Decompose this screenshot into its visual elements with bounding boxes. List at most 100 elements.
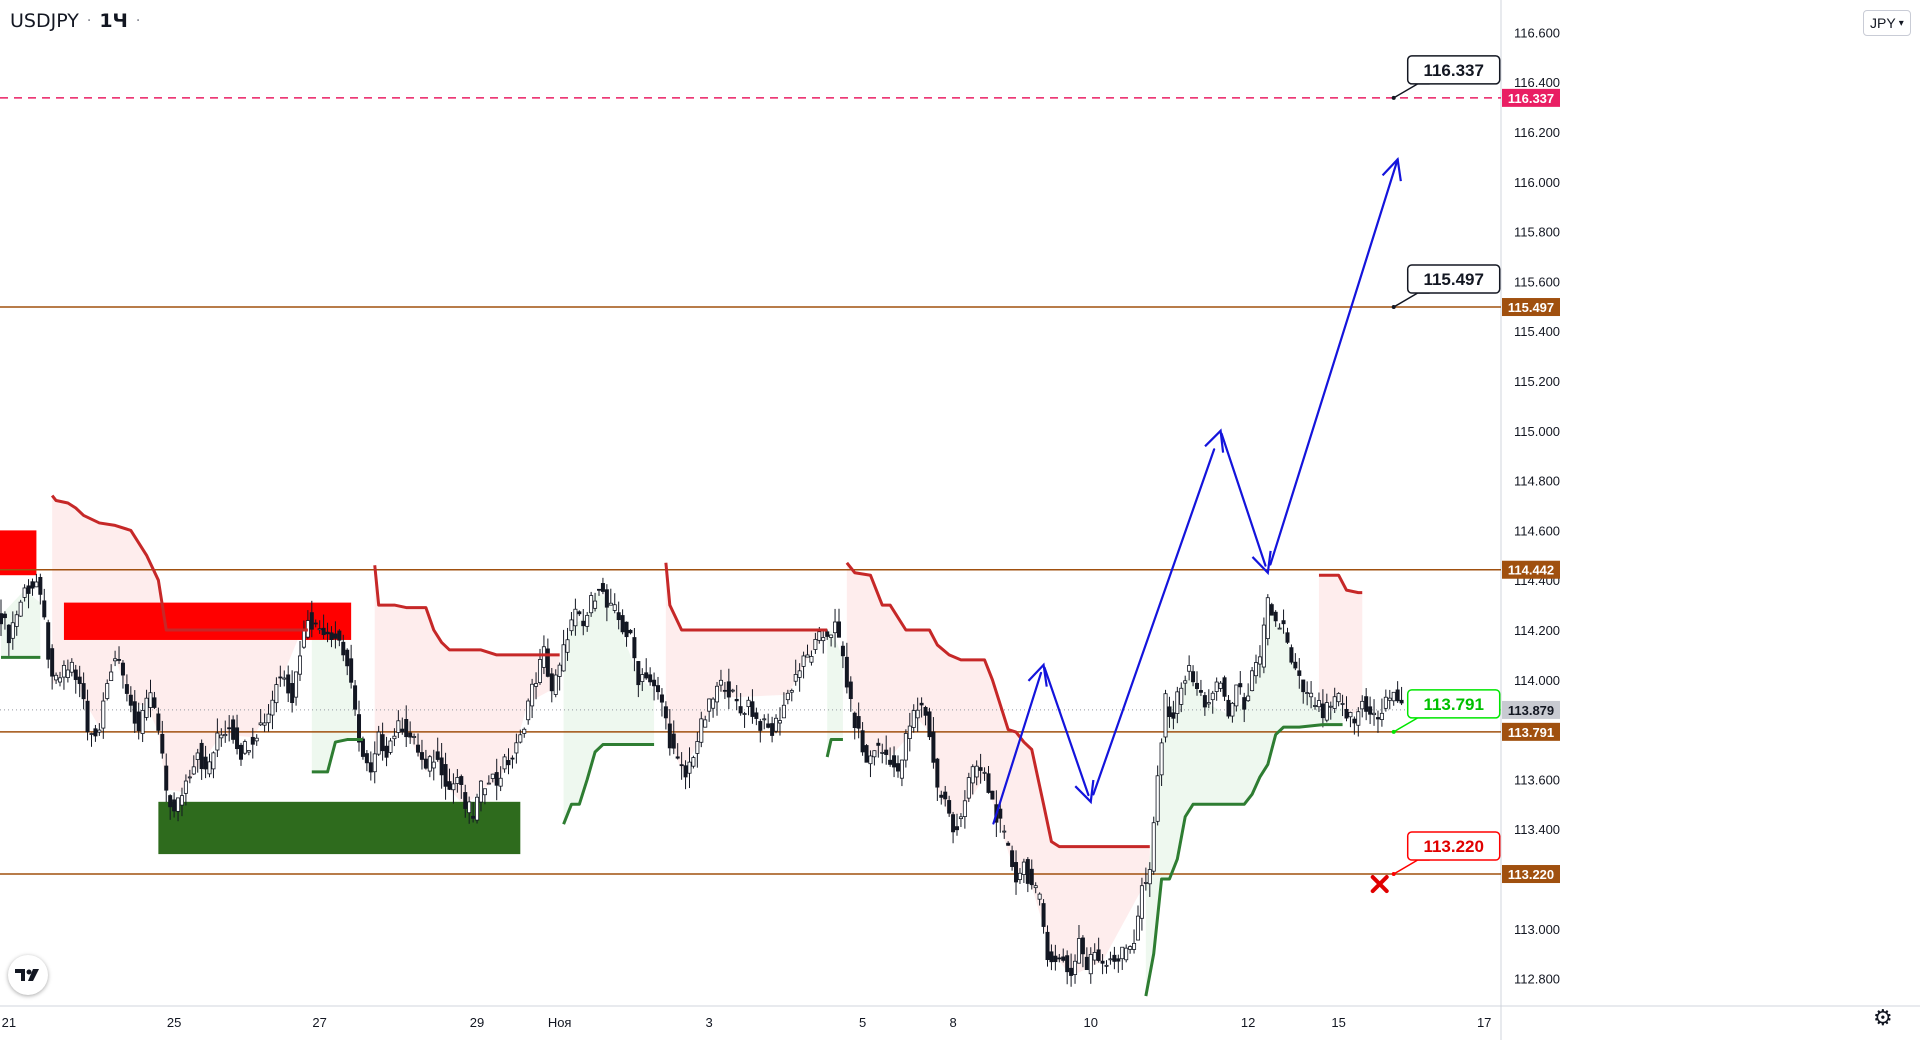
candle-body [50,648,55,677]
candle-body [1092,951,1097,961]
candle [699,711,704,748]
candle-body [451,783,456,791]
candle-body [1025,859,1030,884]
candle [510,755,515,769]
candle-body [581,620,586,627]
candle-body [911,710,916,728]
candle-body [431,761,436,769]
candle-body [77,676,82,684]
candle-body [368,762,373,773]
candle [836,608,841,638]
candle [235,714,240,755]
candle-body [1120,946,1125,960]
candle-body [325,631,330,635]
candle [6,624,11,656]
candle [38,573,43,605]
symbol-header[interactable]: USDJPY · 1Ч · [10,10,140,32]
y-tick-label: 115.800 [1514,225,1560,240]
candle [1293,653,1298,671]
candle [1006,841,1011,846]
candle [880,743,885,764]
y-tick-label: 114.800 [1514,474,1560,489]
candle-body [738,706,743,714]
candle [1305,681,1310,706]
candle [396,710,401,738]
axis-tag-current-price-bg [1502,700,1560,719]
candle [1041,899,1046,934]
candle-body [789,690,794,693]
candle-body [1073,960,1078,975]
currency-button[interactable]: JPY ▾ [1863,10,1911,36]
candle [238,742,243,766]
candle [65,659,70,683]
candle [1340,694,1345,717]
candle [349,644,354,689]
candle-body [715,685,720,703]
candle-body [754,712,759,719]
chevron-down-icon: ▾ [1898,17,1904,29]
candle-body [144,697,149,718]
candle [793,659,798,686]
candle-body [207,761,212,775]
candle [522,727,527,738]
candle [431,749,436,781]
candle-body [219,734,224,739]
candle [467,796,472,824]
candle-body [852,712,857,729]
candle [915,697,920,732]
candle [317,620,322,634]
candle [1183,675,1188,696]
tp1-callout-anchor [1391,305,1396,310]
candle [1151,816,1156,875]
candle-body [699,718,704,743]
candle [404,705,409,747]
candle [907,712,912,752]
candle-body [156,713,161,731]
candle [1187,655,1192,681]
stop-marker-icon [1370,875,1389,894]
candle-body [199,742,204,770]
candle-body [1379,712,1384,720]
candle [1069,953,1074,987]
candle-body [73,669,78,680]
candle-body [1108,958,1113,961]
gear-icon[interactable]: ⚙ [1873,1005,1893,1030]
candle [392,728,397,747]
candle-body [168,795,173,808]
axis-tag-resistance-bg [1502,560,1560,579]
axis-tag-target-2-bg [1502,88,1560,107]
candle-body [1364,696,1369,712]
candle-body [931,731,936,763]
candle-body [408,732,413,738]
candle [502,753,507,773]
candle-body [1352,718,1357,724]
tp1-callout-text: 115.497 [1423,270,1484,289]
candle-body [872,750,877,758]
candle [1202,691,1207,716]
candle-body [313,622,318,625]
candle-body [781,704,786,719]
candle-body [1175,691,1180,714]
candle [766,713,771,729]
candle-body [148,692,153,708]
candle-body [663,706,668,719]
candle [856,702,861,739]
candle-body [608,602,613,606]
candle [597,588,602,596]
candle [844,642,849,694]
candle-body [235,727,240,750]
candle [667,709,672,756]
candle [1399,686,1404,706]
entry-callout-box [1406,689,1501,719]
candle [1135,905,1140,941]
candle-body [915,709,920,719]
candle-body [565,639,570,653]
candle-body [502,756,507,770]
candle [1179,682,1184,713]
candle [73,664,78,694]
y-tick-label: 114.200 [1514,623,1560,638]
candle [77,665,82,698]
tradingview-logo-icon[interactable] [8,955,48,995]
candle-body [105,683,110,699]
